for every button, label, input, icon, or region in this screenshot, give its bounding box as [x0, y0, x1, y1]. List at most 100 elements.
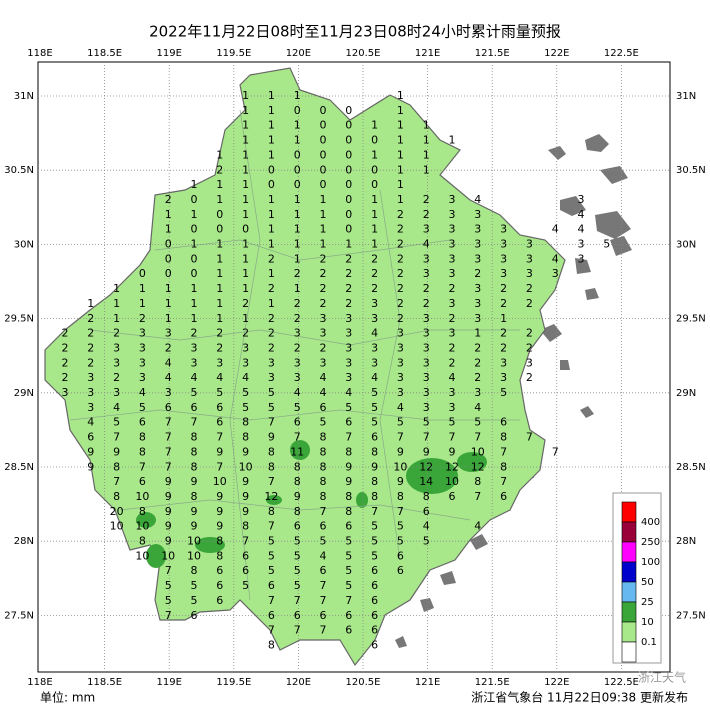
rain-value: 5: [242, 579, 249, 592]
rain-value: 2: [397, 312, 404, 325]
lat-label-left: 31N: [14, 91, 34, 102]
rain-value: 3: [397, 356, 404, 369]
rain-value: 6: [87, 431, 94, 444]
rain-value: 1: [216, 193, 223, 206]
rain-value: 1: [371, 208, 378, 221]
rain-value: 6: [500, 490, 507, 503]
rain-value: 3: [87, 371, 94, 384]
lon-label-bottom: 118E: [27, 677, 52, 688]
rain-value: 1: [242, 134, 249, 147]
rain-value: 1: [268, 89, 275, 102]
rain-value: 3: [139, 327, 146, 340]
rain-value: 8: [242, 431, 249, 444]
rain-value: 3: [423, 267, 430, 280]
rain-value: 1: [242, 312, 249, 325]
rain-value: 3: [294, 371, 301, 384]
rain-value: 1: [268, 297, 275, 310]
legend-swatch: [621, 521, 637, 543]
rain-value: 5: [345, 535, 352, 548]
rain-value: 1: [268, 223, 275, 236]
rain-value: 2: [397, 282, 404, 295]
rain-value: 5: [268, 549, 275, 562]
rain-value: 0: [345, 148, 352, 161]
rain-value: 1: [191, 282, 198, 295]
rain-value: 5: [371, 416, 378, 429]
rain-value: 1: [268, 267, 275, 280]
rain-value: 1: [268, 119, 275, 132]
lat-label-left: 30N: [14, 239, 34, 250]
rain-value: 3: [113, 356, 120, 369]
rain-value: 6: [216, 564, 223, 577]
rain-value: 7: [423, 431, 430, 444]
rain-value: 8: [345, 490, 352, 503]
rain-value: 7: [165, 460, 172, 473]
legend-swatch: [621, 641, 637, 663]
lat-label-left: 28.5N: [4, 462, 34, 473]
rain-value: 7: [474, 431, 481, 444]
rain-value: 0: [345, 208, 352, 221]
rain-value: 3: [449, 401, 456, 414]
lon-label-bottom: 119E: [156, 677, 181, 688]
legend-label: 0.1: [641, 637, 657, 648]
rain-value: 2: [526, 371, 533, 384]
rain-value: 2: [474, 341, 481, 354]
rain-value: 0: [216, 223, 223, 236]
rain-value: 3: [500, 238, 507, 251]
legend-swatch: [621, 541, 637, 563]
rain-value: 3: [397, 341, 404, 354]
rain-value: 0: [345, 178, 352, 191]
rain-value: 8: [294, 475, 301, 488]
rain-value: 4: [423, 238, 430, 251]
rain-value: 4: [397, 401, 404, 414]
rain-value: 7: [345, 431, 352, 444]
rain-value: 4: [139, 386, 146, 399]
rain-value: 2: [474, 371, 481, 384]
rain-value: 3: [423, 223, 430, 236]
rain-value: 3: [423, 401, 430, 414]
rain-value: 4: [320, 386, 327, 399]
rain-value: 4: [345, 386, 352, 399]
rain-value: 3: [474, 386, 481, 399]
rain-value: 3: [526, 356, 533, 369]
lon-label-top: 121.5E: [475, 48, 510, 59]
rain-value: 9: [165, 490, 172, 503]
rain-value: 0: [191, 223, 198, 236]
rain-value: 6: [165, 401, 172, 414]
rain-value: 0: [294, 163, 301, 176]
lat-label-left: 29N: [14, 388, 34, 399]
rain-value: 12: [419, 460, 433, 473]
lat-label-right: 29.5N: [676, 314, 706, 325]
rain-value: 6: [191, 609, 198, 622]
rain-value: 3: [449, 208, 456, 221]
rain-value: 2: [87, 312, 94, 325]
rain-value: 10: [393, 460, 407, 473]
rain-value: 2: [449, 341, 456, 354]
rain-value: 0: [294, 178, 301, 191]
rain-value: 3: [474, 252, 481, 265]
rain-value: 5: [216, 386, 223, 399]
rain-value: 1: [216, 282, 223, 295]
rain-value: 2: [216, 327, 223, 340]
rain-value: 2: [242, 327, 249, 340]
rain-value: 4: [474, 520, 481, 533]
rain-value: 7: [268, 624, 275, 637]
rain-value: 2: [526, 341, 533, 354]
rain-value: 1: [216, 312, 223, 325]
rain-value: 1: [216, 252, 223, 265]
rain-value: 4: [578, 223, 585, 236]
rain-value: 1: [165, 282, 172, 295]
rain-value: 1: [165, 312, 172, 325]
legend-swatch: [621, 621, 637, 643]
rain-value: 10: [135, 549, 149, 562]
rain-value: 6: [294, 609, 301, 622]
rain-value: 10: [161, 549, 175, 562]
rain-value: 2: [87, 327, 94, 340]
rain-value: 2: [242, 297, 249, 310]
rain-value: 1: [500, 312, 507, 325]
rain-value: 6: [320, 609, 327, 622]
rain-value: 3: [500, 356, 507, 369]
rain-value: 5: [371, 535, 378, 548]
rain-value: 0: [345, 223, 352, 236]
rain-value: 5: [500, 386, 507, 399]
rain-value: 2: [268, 327, 275, 340]
